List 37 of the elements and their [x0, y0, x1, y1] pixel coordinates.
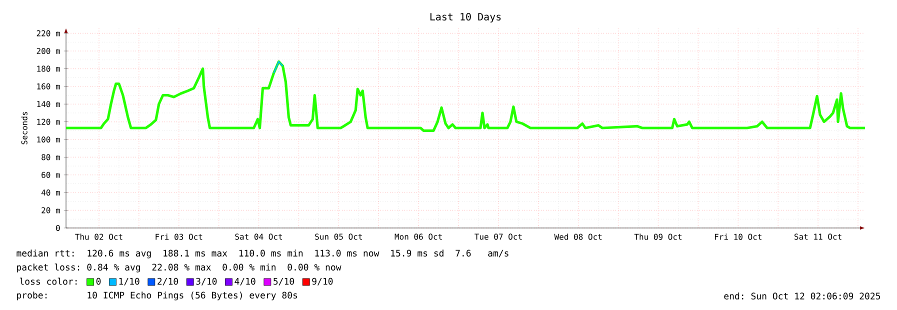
legend-label: 0 [96, 278, 101, 285]
y-tick-label: 160 m [37, 83, 60, 90]
chart-title: Last 10 Days [430, 12, 501, 22]
x-tick-label: Sun 05 Oct [315, 234, 362, 240]
x-tick-label: Thu 02 Oct [75, 234, 122, 240]
y-tick-label: 0 [56, 224, 60, 232]
y-tick-label: 60 m [42, 172, 60, 178]
legend-title: loss color: [20, 278, 77, 285]
y-tick-label: 100 m [37, 136, 60, 143]
x-tick-label: Sat 04 Oct [235, 234, 282, 240]
legend-label: 1/10 [119, 278, 140, 286]
y-tick-label: 40 m [41, 190, 60, 196]
text: packet loss: 0.84 % avg 22.08 % max 0.00 % min 0.00 % now [17, 264, 342, 272]
legend-label: 9/10 [312, 278, 333, 286]
legend-label: 5/10 [274, 278, 294, 286]
legend-label: 4/10 [234, 278, 256, 286]
line-series [66, 60, 865, 132]
y-tick-label: 220 m [36, 30, 60, 36]
x-tick-label: Sat 11 Oct [794, 234, 842, 240]
y-tick-label: 80 m [42, 154, 60, 160]
x-tick-label: Wed 08 Oct [554, 234, 602, 240]
y-tick-label: 20 m [42, 207, 60, 214]
text: end: Sun Oct 12 02:06:09 2025 [724, 292, 880, 300]
text: probe: 10 ICMP Echo Pings (56 Bytes) every 80s [17, 292, 298, 300]
x-tick-label: Thu 09 Oct [634, 234, 682, 240]
x-tick-label: Fri 10 Oct [714, 234, 762, 240]
legend-label: 3/10 [196, 278, 217, 286]
x-tick-label: Mon 06 Oct [394, 234, 442, 240]
text: median rtt: 120.6 ms avg 188.1 ms max 110.0 ms min 113.0 ms now 15.9 ms sd 7.6 am/s [16, 250, 508, 258]
y-tick-label: 180 m [37, 66, 60, 72]
x-tick-label: Tue 07 Oct [474, 234, 522, 240]
legend-label: 2/10 [158, 278, 178, 286]
y-tick-label: 120 m [37, 118, 60, 125]
y-tick-label: 140 m [37, 101, 60, 108]
x-tick-label: Fri 03 Oct [156, 234, 202, 240]
y-axis-title: Seconds [21, 112, 28, 144]
y-tick-label: 200 m [36, 48, 60, 54]
